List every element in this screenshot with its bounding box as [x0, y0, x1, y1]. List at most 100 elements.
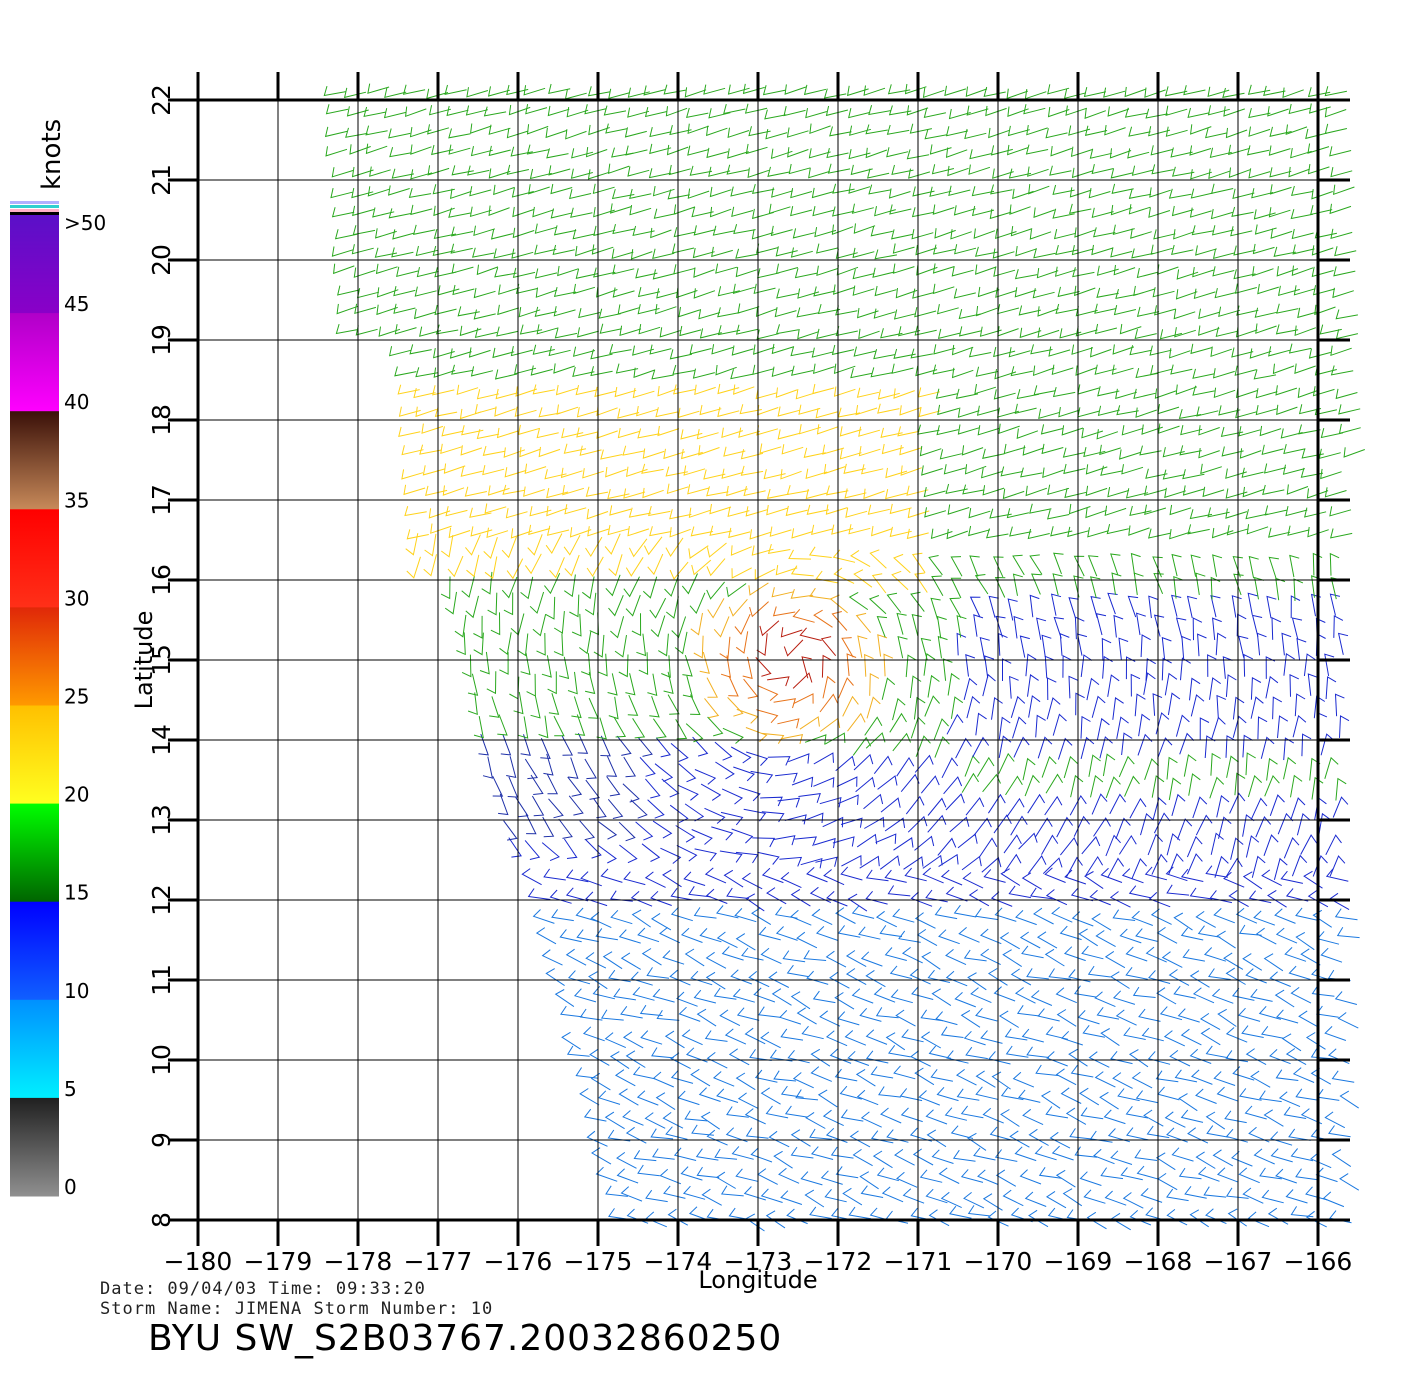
wind-barb [1136, 267, 1159, 279]
wind-barb [1032, 288, 1055, 299]
wind-barb [749, 1049, 772, 1061]
wind-barb [1110, 1212, 1131, 1231]
wind-barb [814, 227, 837, 238]
wind-barb [845, 950, 867, 968]
legend-overflow-stripe [10, 201, 59, 204]
wind-barb [886, 147, 909, 158]
wind-barb [678, 1006, 701, 1022]
wind-barb [709, 206, 732, 218]
wind-barb [775, 324, 799, 335]
wind-barb [1168, 777, 1182, 801]
wind-barb [419, 444, 442, 455]
wind-barb [567, 671, 578, 695]
wind-barb [1169, 529, 1191, 540]
wind-barb [565, 887, 589, 902]
wind-barb [1029, 594, 1040, 618]
wind-barb [464, 486, 488, 497]
wind-barb [1077, 407, 1100, 418]
wind-barb [1300, 1108, 1323, 1125]
wind-barb [647, 799, 665, 819]
wind-barb [642, 448, 665, 459]
wind-barb [741, 947, 764, 961]
wind-barb [607, 163, 630, 175]
wind-barb [564, 554, 580, 577]
wind-barb [792, 228, 815, 239]
wind-barb [525, 104, 548, 115]
wind-barb [1049, 1131, 1071, 1149]
wind-barb [781, 444, 804, 455]
wind-barb [901, 1029, 924, 1043]
wind-barb [1195, 1088, 1217, 1104]
wind-barb [689, 165, 713, 176]
wind-barb [1002, 949, 1022, 968]
wind-barb [968, 347, 992, 358]
wind-barb [864, 716, 883, 736]
wind-barb [720, 811, 744, 826]
wind-barb [1300, 948, 1321, 966]
wind-barb [639, 1004, 663, 1017]
wind-barb [1245, 968, 1267, 984]
wind-barb [1312, 386, 1335, 397]
wind-barb [1282, 464, 1305, 475]
wind-barb [515, 386, 538, 397]
wind-barb [1063, 755, 1078, 779]
wind-barb [1225, 1050, 1249, 1063]
wind-barb [663, 84, 686, 95]
wind-barb [409, 344, 432, 355]
wind-barb [1339, 1173, 1360, 1191]
wind-barb [1335, 777, 1347, 801]
wind-barb [1008, 885, 1031, 899]
wind-barb [644, 106, 668, 118]
wind-barb [560, 467, 583, 479]
wind-barb [889, 526, 912, 538]
wind-barb [1115, 388, 1137, 400]
wind-barb [1045, 1190, 1067, 1209]
wind-barb [593, 798, 607, 819]
lon-tick-label: −179 [244, 1247, 313, 1276]
wind-barb [865, 732, 886, 749]
wind-barb [1165, 105, 1188, 117]
wind-barb [1324, 86, 1347, 97]
wind-barb [558, 656, 570, 680]
wind-barb [1085, 464, 1108, 475]
wind-barb [1103, 87, 1126, 98]
wind-barb [521, 868, 542, 886]
wind-barb [596, 405, 618, 417]
wind-barb [1161, 951, 1183, 968]
wind-barb [548, 798, 564, 819]
wind-barb [1110, 204, 1133, 216]
wind-barb [1091, 695, 1106, 718]
wind-barb [529, 168, 552, 180]
wind-barb [1086, 1211, 1107, 1230]
wind-barb [1235, 407, 1258, 419]
wind-barb [460, 466, 483, 477]
wind-barb [1261, 1189, 1284, 1204]
wind-barb [1216, 1167, 1239, 1183]
wind-barb [1248, 555, 1259, 579]
wind-barb [1041, 834, 1059, 855]
wind-barb [922, 854, 943, 869]
wind-barb [331, 246, 354, 257]
wind-barb [1166, 884, 1190, 896]
wind-barb [962, 872, 984, 889]
wind-barb [1021, 872, 1042, 890]
wind-barb [1253, 910, 1275, 926]
wind-barb [957, 833, 978, 849]
lon-tick-label: −167 [1204, 1247, 1273, 1276]
wind-barb [845, 507, 868, 518]
wind-barb [737, 303, 760, 314]
wind-barb [1037, 1008, 1060, 1022]
wind-barb [958, 308, 981, 320]
wind-barb [1029, 554, 1043, 575]
wind-barb [1091, 793, 1108, 815]
wind-barb [1100, 1028, 1120, 1047]
wind-barb [970, 987, 992, 1004]
wind-barb [669, 561, 689, 580]
wind-barb [1272, 363, 1295, 375]
wind-barb [1247, 774, 1263, 798]
wind-barb [1016, 388, 1039, 400]
wind-barb [1225, 1027, 1248, 1043]
wind-barb [994, 907, 1017, 922]
wind-barb [549, 557, 565, 579]
wind-barb [1275, 1009, 1299, 1024]
